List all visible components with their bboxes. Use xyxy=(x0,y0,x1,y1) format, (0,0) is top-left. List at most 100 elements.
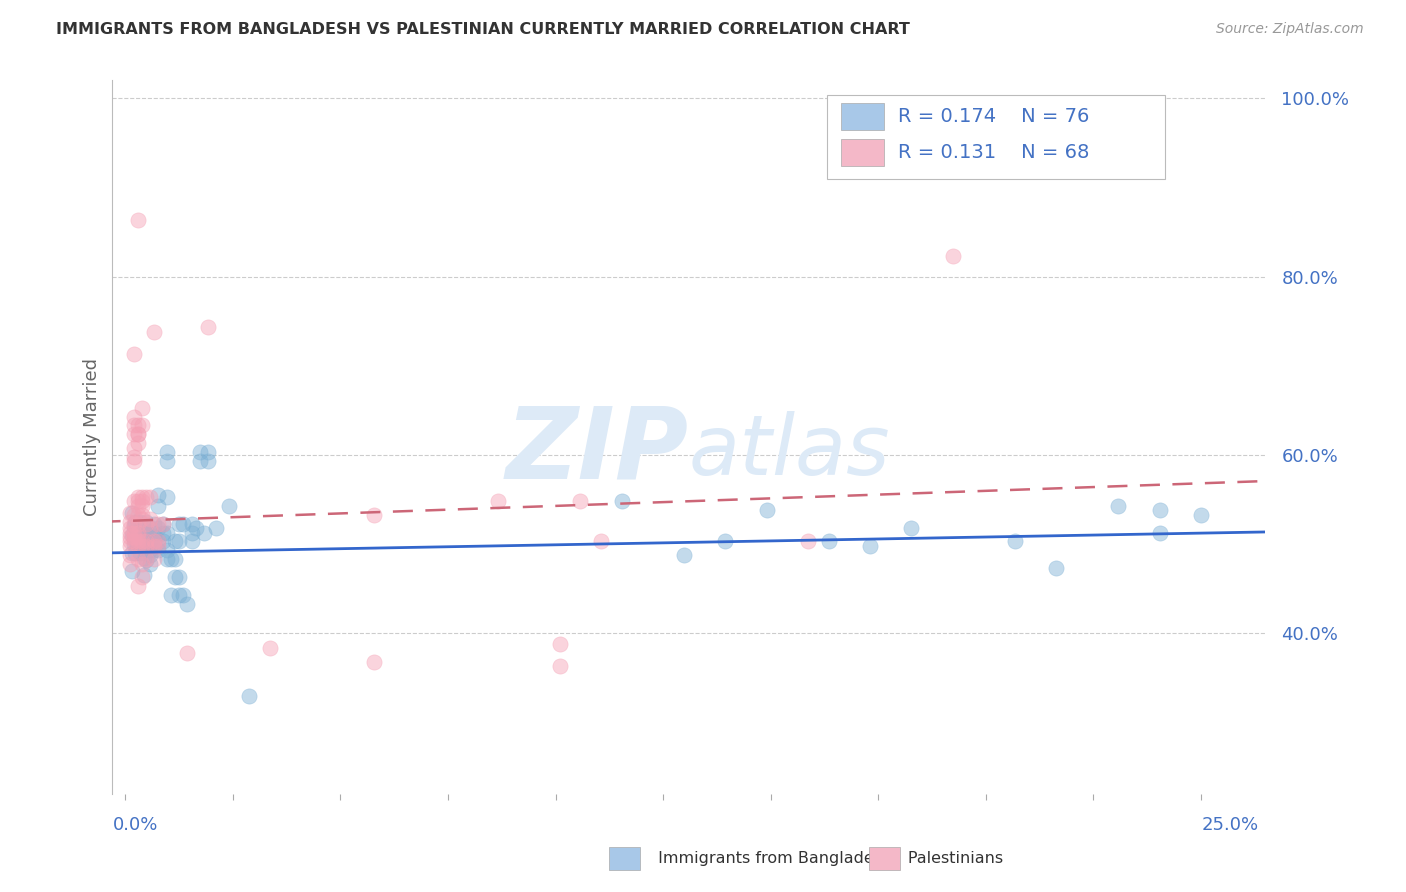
Point xyxy=(160,552,183,566)
Point xyxy=(148,488,170,502)
Point xyxy=(156,445,179,459)
Point xyxy=(184,521,207,535)
Point xyxy=(131,418,153,433)
Point xyxy=(180,525,202,540)
Point xyxy=(139,512,162,526)
Point xyxy=(238,689,260,703)
Point xyxy=(127,528,149,542)
Text: Palestinians: Palestinians xyxy=(872,851,1002,865)
Point xyxy=(127,499,149,513)
Point xyxy=(139,557,162,571)
Point xyxy=(143,530,166,544)
Point xyxy=(548,659,571,673)
Point xyxy=(1149,503,1171,517)
Point xyxy=(859,539,882,553)
Point xyxy=(122,508,145,522)
Text: 25.0%: 25.0% xyxy=(1201,816,1258,834)
Point xyxy=(127,539,149,553)
Point xyxy=(131,512,153,526)
Point xyxy=(139,490,162,504)
Point xyxy=(122,534,145,549)
Point xyxy=(143,539,166,553)
Text: atlas: atlas xyxy=(689,411,890,491)
Point xyxy=(132,530,155,544)
Point xyxy=(131,533,153,547)
Point xyxy=(152,534,174,549)
Point xyxy=(1107,499,1129,513)
Point xyxy=(122,454,145,468)
Point xyxy=(129,515,152,529)
Point xyxy=(591,534,613,549)
Point xyxy=(131,524,153,538)
Point xyxy=(176,646,198,660)
Point xyxy=(143,534,166,549)
Point xyxy=(122,494,145,508)
Point xyxy=(148,539,170,553)
Point xyxy=(755,503,778,517)
Point xyxy=(548,637,571,651)
Point xyxy=(197,445,219,459)
Point xyxy=(131,499,153,513)
Point xyxy=(132,550,155,565)
Point xyxy=(363,655,385,669)
Point xyxy=(118,525,141,540)
Point xyxy=(127,525,149,540)
Point xyxy=(139,534,162,549)
Point xyxy=(156,543,179,558)
Text: R = 0.174    N = 76: R = 0.174 N = 76 xyxy=(897,107,1090,127)
Point xyxy=(180,534,202,549)
Point xyxy=(176,597,198,611)
Point xyxy=(131,570,153,584)
Text: 0.0%: 0.0% xyxy=(112,816,157,834)
Point xyxy=(127,427,149,442)
Point xyxy=(122,530,145,544)
Point xyxy=(124,515,146,529)
Point xyxy=(129,537,152,551)
Point xyxy=(193,525,215,540)
Text: R = 0.131    N = 68: R = 0.131 N = 68 xyxy=(897,143,1090,162)
Point xyxy=(139,521,162,535)
Point xyxy=(172,588,194,602)
Point xyxy=(167,588,190,602)
Point xyxy=(135,534,157,549)
Point xyxy=(135,539,157,553)
Point xyxy=(124,546,146,560)
Point xyxy=(610,494,633,508)
Point xyxy=(139,548,162,562)
Point xyxy=(127,515,149,529)
Point xyxy=(1189,508,1212,522)
Point xyxy=(160,588,183,602)
Point xyxy=(122,441,145,455)
Point xyxy=(148,499,170,513)
Point xyxy=(129,524,152,538)
Point xyxy=(259,641,281,656)
Point xyxy=(148,516,170,531)
Point xyxy=(817,534,839,549)
Point xyxy=(152,516,174,531)
Point xyxy=(1045,561,1067,575)
Point xyxy=(131,508,153,522)
Point xyxy=(131,494,153,508)
Point xyxy=(127,418,149,433)
Text: IMMIGRANTS FROM BANGLADESH VS PALESTINIAN CURRENTLY MARRIED CORRELATION CHART: IMMIGRANTS FROM BANGLADESH VS PALESTINIA… xyxy=(56,22,910,37)
Point xyxy=(156,552,179,566)
Point xyxy=(569,494,592,508)
Point xyxy=(143,325,166,339)
Text: Source: ZipAtlas.com: Source: ZipAtlas.com xyxy=(1216,22,1364,37)
Point xyxy=(197,320,219,334)
Point xyxy=(900,521,922,535)
Point xyxy=(188,445,211,459)
Point xyxy=(135,539,157,553)
Point xyxy=(118,506,141,520)
Point xyxy=(127,508,149,522)
Point xyxy=(127,213,149,227)
Point xyxy=(135,515,157,529)
Point xyxy=(122,427,145,442)
Point xyxy=(124,533,146,547)
Point xyxy=(156,525,179,540)
Point xyxy=(135,490,157,504)
Point xyxy=(143,516,166,531)
Point xyxy=(167,534,190,549)
Point xyxy=(714,534,737,549)
Point xyxy=(163,534,186,549)
